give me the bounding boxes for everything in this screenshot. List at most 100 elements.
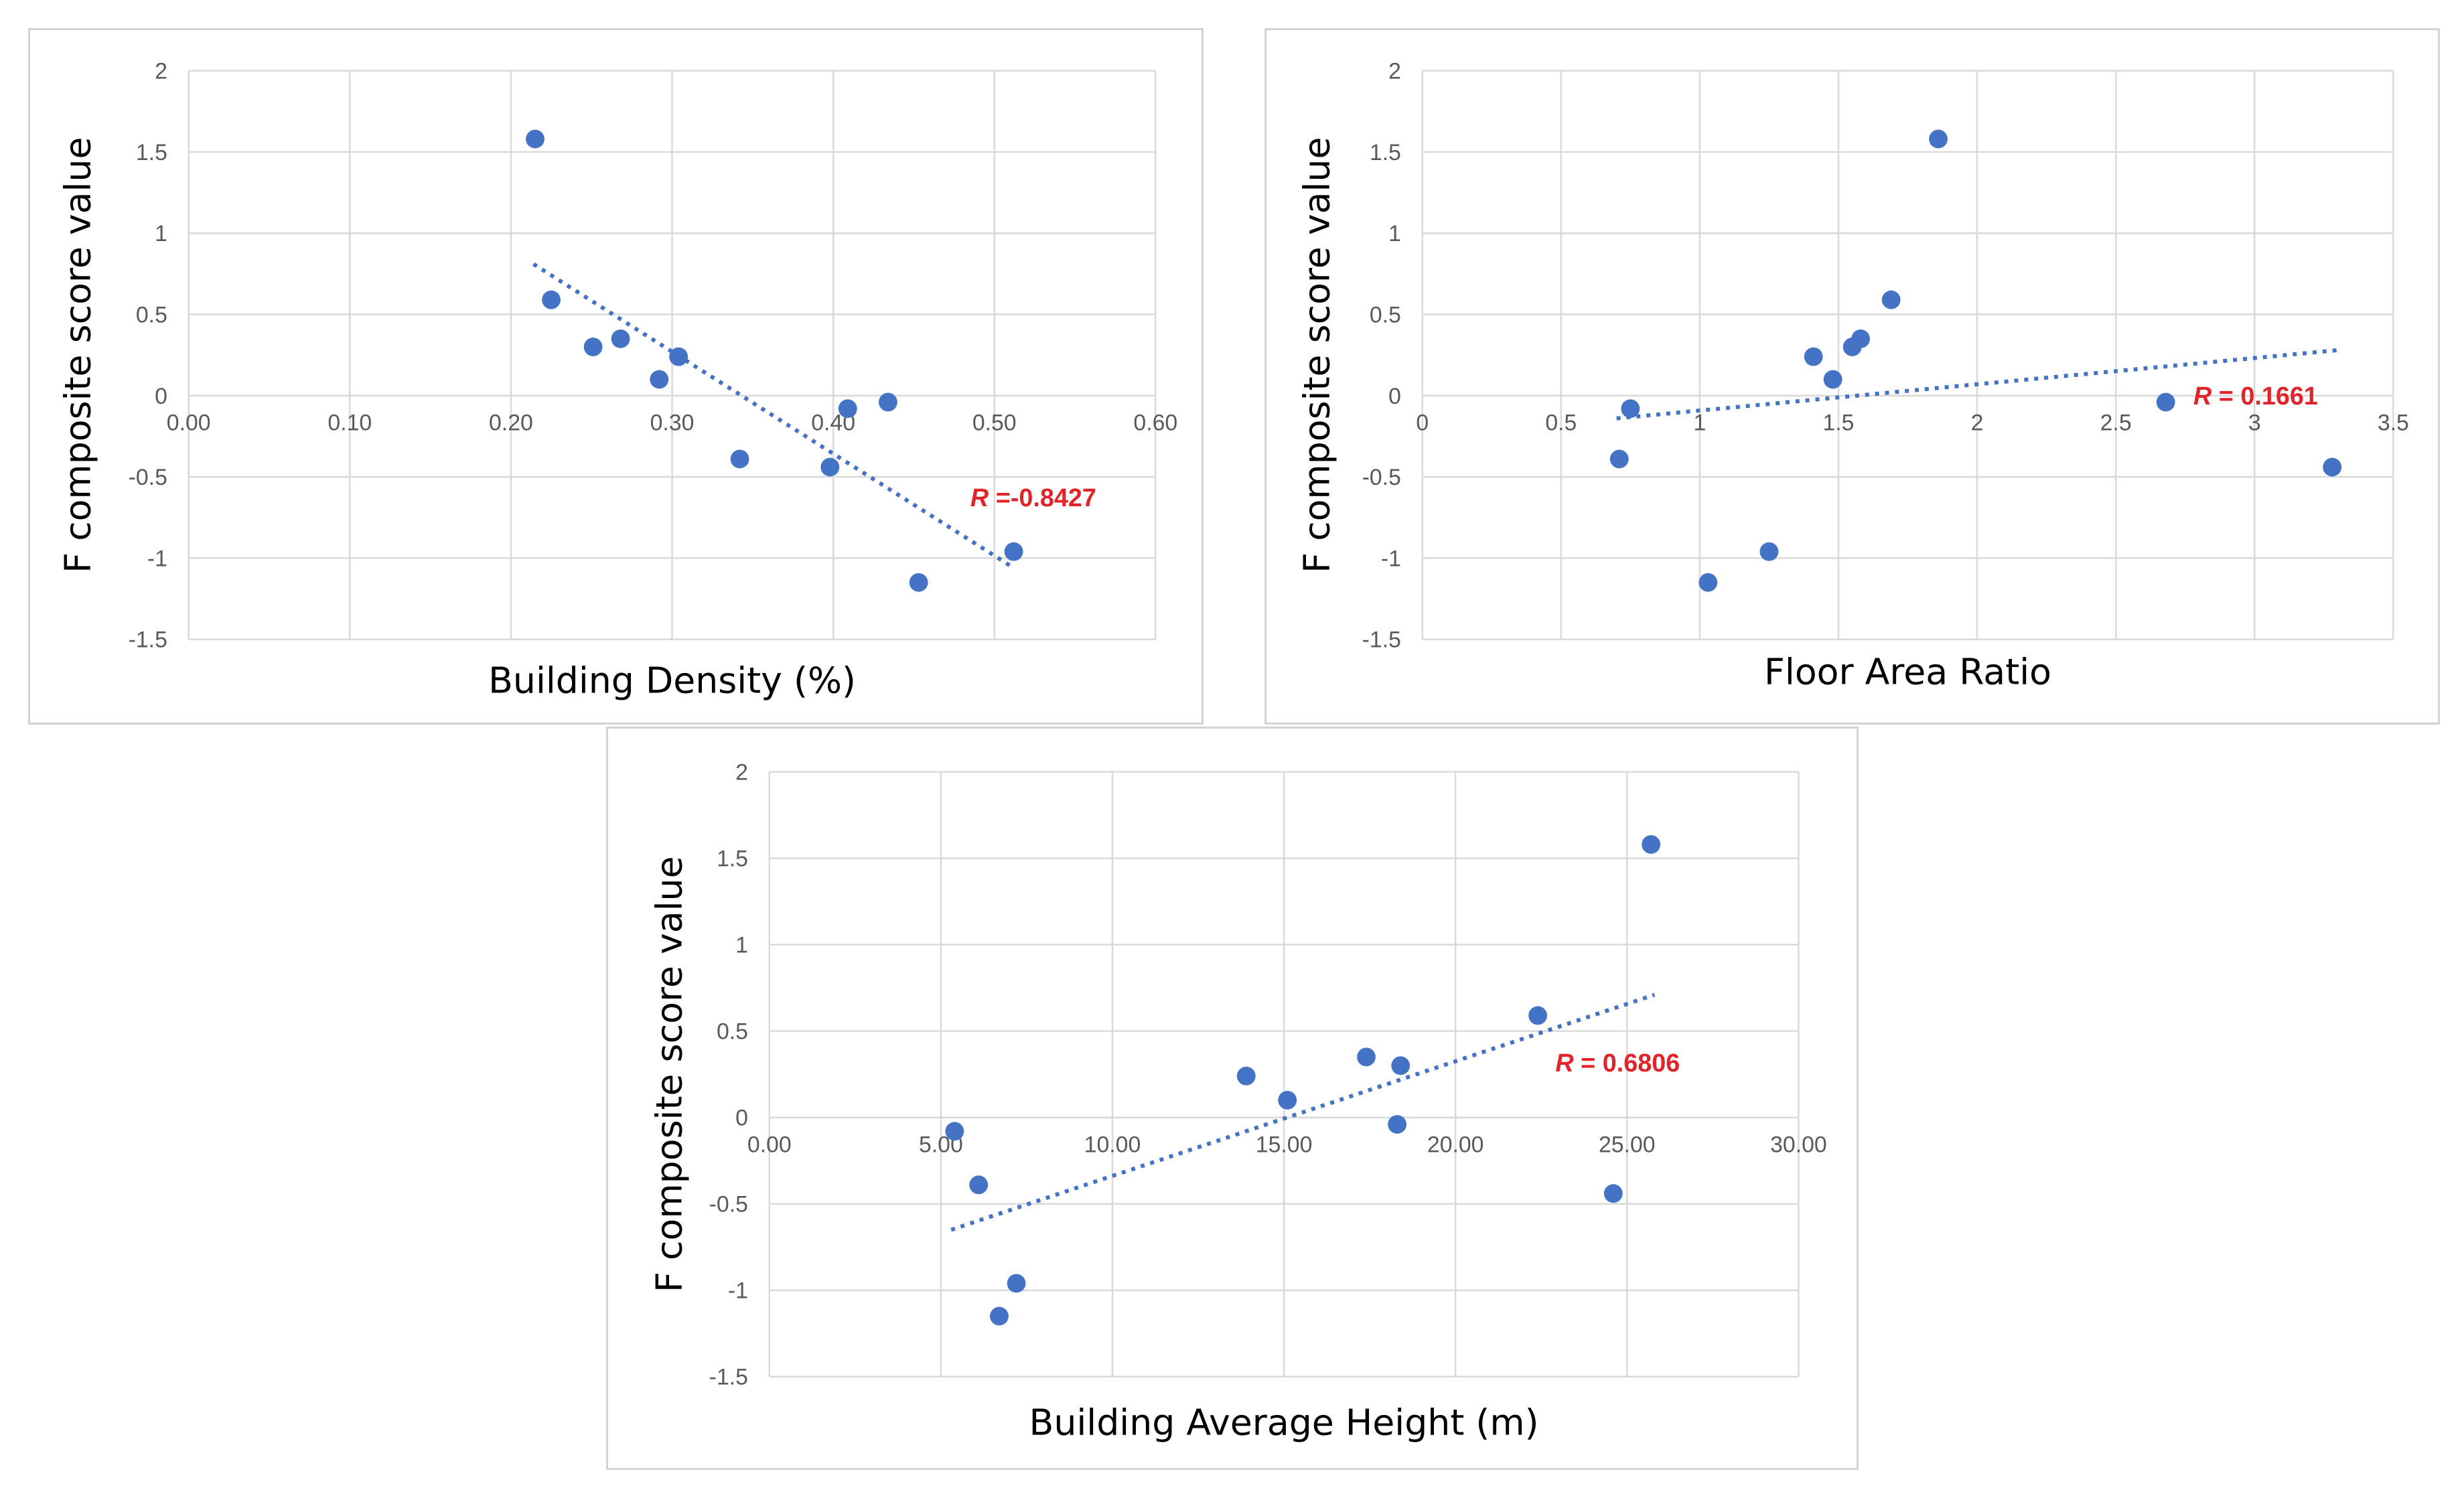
- x-tick-label: 0.30: [650, 411, 695, 436]
- y-tick-label: -1.5: [1362, 627, 1401, 653]
- data-point: [969, 1175, 989, 1195]
- x-tick-label: 3: [2248, 411, 2261, 436]
- data-point: [1357, 1047, 1376, 1067]
- chart-floor-area-ratio-svg: 0 0.5 1 1.5 2 2.5 3 3.5 2 1.5 1 0.5 0 -0.5 -1 -1.5 R = 0…: [1296, 59, 2409, 693]
- chart-building-density: 0.00 0.10 0.20 0.30 0.40 0.50 0.60 2 1.5 1 0.5 0 -0.…: [28, 28, 1204, 725]
- y-tick-label: -1.5: [129, 627, 167, 653]
- y-tick-label: -1: [1381, 546, 1401, 571]
- data-point: [820, 457, 840, 477]
- x-axis-title: Building Density (%): [488, 659, 856, 701]
- x-tick-label: 10.00: [1084, 1132, 1141, 1157]
- chart-building-average-height-svg: 0.00 5.00 10.00 15.00 20.00 25.00 30.0021.510.…: [648, 760, 1827, 1444]
- y-tick-label: -1.5: [709, 1365, 748, 1390]
- data-point: [1823, 370, 1842, 389]
- data-point: [583, 338, 603, 356]
- y-axis-title: F composite score value: [648, 856, 690, 1292]
- y-tick-label: 0: [155, 384, 167, 409]
- y-tick-label: 2: [155, 59, 167, 84]
- y-tick-label: -1: [147, 546, 167, 571]
- trendline: [950, 992, 1656, 1232]
- data-point: [611, 329, 630, 348]
- y-tick-label: 0.5: [1370, 302, 1401, 327]
- x-tick-label: 25.00: [1599, 1132, 1656, 1157]
- y-tick-label: 2: [1388, 59, 1401, 84]
- x-tick-label: 2.5: [2100, 411, 2132, 436]
- data-point: [1698, 573, 1718, 592]
- x-tick-label: 20.00: [1427, 1132, 1484, 1157]
- r-value: =-0.8427: [989, 484, 1096, 512]
- data-point: [2156, 392, 2175, 412]
- x-tick-label: 15.00: [1256, 1132, 1313, 1157]
- x-tick-label: 0.00: [167, 411, 211, 436]
- data-point: [730, 449, 749, 469]
- chart-building-average-height: 0.00 5.00 10.00 15.00 20.00 25.00 30.00 2 1.5 1 0.…: [606, 727, 1859, 1470]
- y-tick-label: 1.5: [136, 140, 167, 165]
- y-tick-label: 0: [735, 1106, 748, 1131]
- x-tick-label: 1.5: [1822, 411, 1854, 436]
- x-tick-label: 0.60: [1133, 411, 1177, 436]
- data-point: [879, 392, 897, 412]
- x-tick-label: 3.5: [2378, 411, 2409, 436]
- data-point: [1759, 542, 1779, 561]
- x-tick-label: 0.20: [489, 411, 533, 436]
- data-point: [1391, 1056, 1410, 1075]
- trendline: [532, 262, 1015, 570]
- data-point: [650, 370, 669, 389]
- r-value: = 0.1661: [2212, 382, 2318, 411]
- data-point: [1642, 835, 1661, 854]
- x-tick-label: 0.5: [1545, 411, 1577, 436]
- data-point: [990, 1307, 1009, 1326]
- r-value-annotation: R = 0.1661: [2193, 382, 2318, 411]
- y-tick-label: 1: [735, 933, 748, 958]
- y-tick-label: 0: [1388, 384, 1401, 409]
- data-point: [669, 347, 689, 366]
- y-tick-label: -0.5: [1362, 465, 1401, 490]
- y-tick-label: 0.5: [717, 1019, 748, 1045]
- data-point: [542, 290, 561, 309]
- y-tick-label: 2: [735, 760, 748, 786]
- chart-building-density-svg: 0.00 0.10 0.20 0.30 0.40 0.50 0.6021.510.50-0.…: [57, 59, 1178, 702]
- data-point: [2323, 457, 2342, 477]
- x-tick-label: 0.50: [972, 411, 1017, 436]
- y-axis-title: F composite score value: [57, 137, 99, 573]
- r-value-annotation: R = 0.6806: [1555, 1049, 1680, 1077]
- data-point: [945, 1122, 964, 1141]
- data-point: [838, 399, 857, 419]
- x-tick-label: 0.00: [747, 1132, 792, 1157]
- data-point: [1004, 542, 1023, 561]
- x-tick-label: 30.00: [1770, 1132, 1827, 1157]
- r-symbol: R: [970, 484, 989, 512]
- r-value-annotation: R =-0.8427: [970, 484, 1096, 512]
- x-tick-label: 0.10: [328, 411, 372, 436]
- y-tick-label: 0.5: [136, 302, 167, 327]
- y-tick-label: -0.5: [709, 1192, 748, 1217]
- r-symbol: R: [2193, 382, 2212, 411]
- trendline: [1616, 348, 2338, 421]
- x-tick-label: 1: [1693, 411, 1706, 436]
- y-tick-label: 1: [155, 221, 167, 246]
- data-point: [1388, 1115, 1407, 1134]
- y-tick-label: -1: [728, 1278, 748, 1304]
- data-point: [1621, 399, 1640, 419]
- data-point: [1851, 329, 1871, 348]
- chart-floor-area-ratio: 0 0.5 1 1.5 2 2.5 3 3.5 2 1.5 1 0.5 0 -0.5 -1 -1.5 R = 0…: [1264, 28, 2440, 725]
- data-point: [1804, 347, 1823, 366]
- data-point: [1236, 1066, 1256, 1086]
- data-point: [1278, 1090, 1297, 1110]
- r-symbol: R: [1555, 1049, 1574, 1077]
- y-tick-label: 1.5: [1370, 140, 1401, 165]
- data-point: [1609, 449, 1629, 469]
- data-point: [909, 573, 928, 592]
- data-point: [1007, 1274, 1026, 1293]
- y-axis-title: F composite score value: [1296, 137, 1338, 573]
- y-tick-label: -0.5: [129, 465, 167, 490]
- data-point: [526, 129, 545, 149]
- y-tick-label: 1: [1388, 221, 1401, 246]
- r-value: = 0.6806: [1574, 1049, 1680, 1077]
- x-axis-title: Floor Area Ratio: [1764, 650, 2051, 692]
- data-point: [1528, 1006, 1548, 1025]
- x-tick-label: 2: [1971, 411, 1984, 436]
- x-axis-title: Building Average Height (m): [1029, 1401, 1539, 1443]
- data-point: [1881, 290, 1901, 309]
- data-point: [1603, 1184, 1623, 1203]
